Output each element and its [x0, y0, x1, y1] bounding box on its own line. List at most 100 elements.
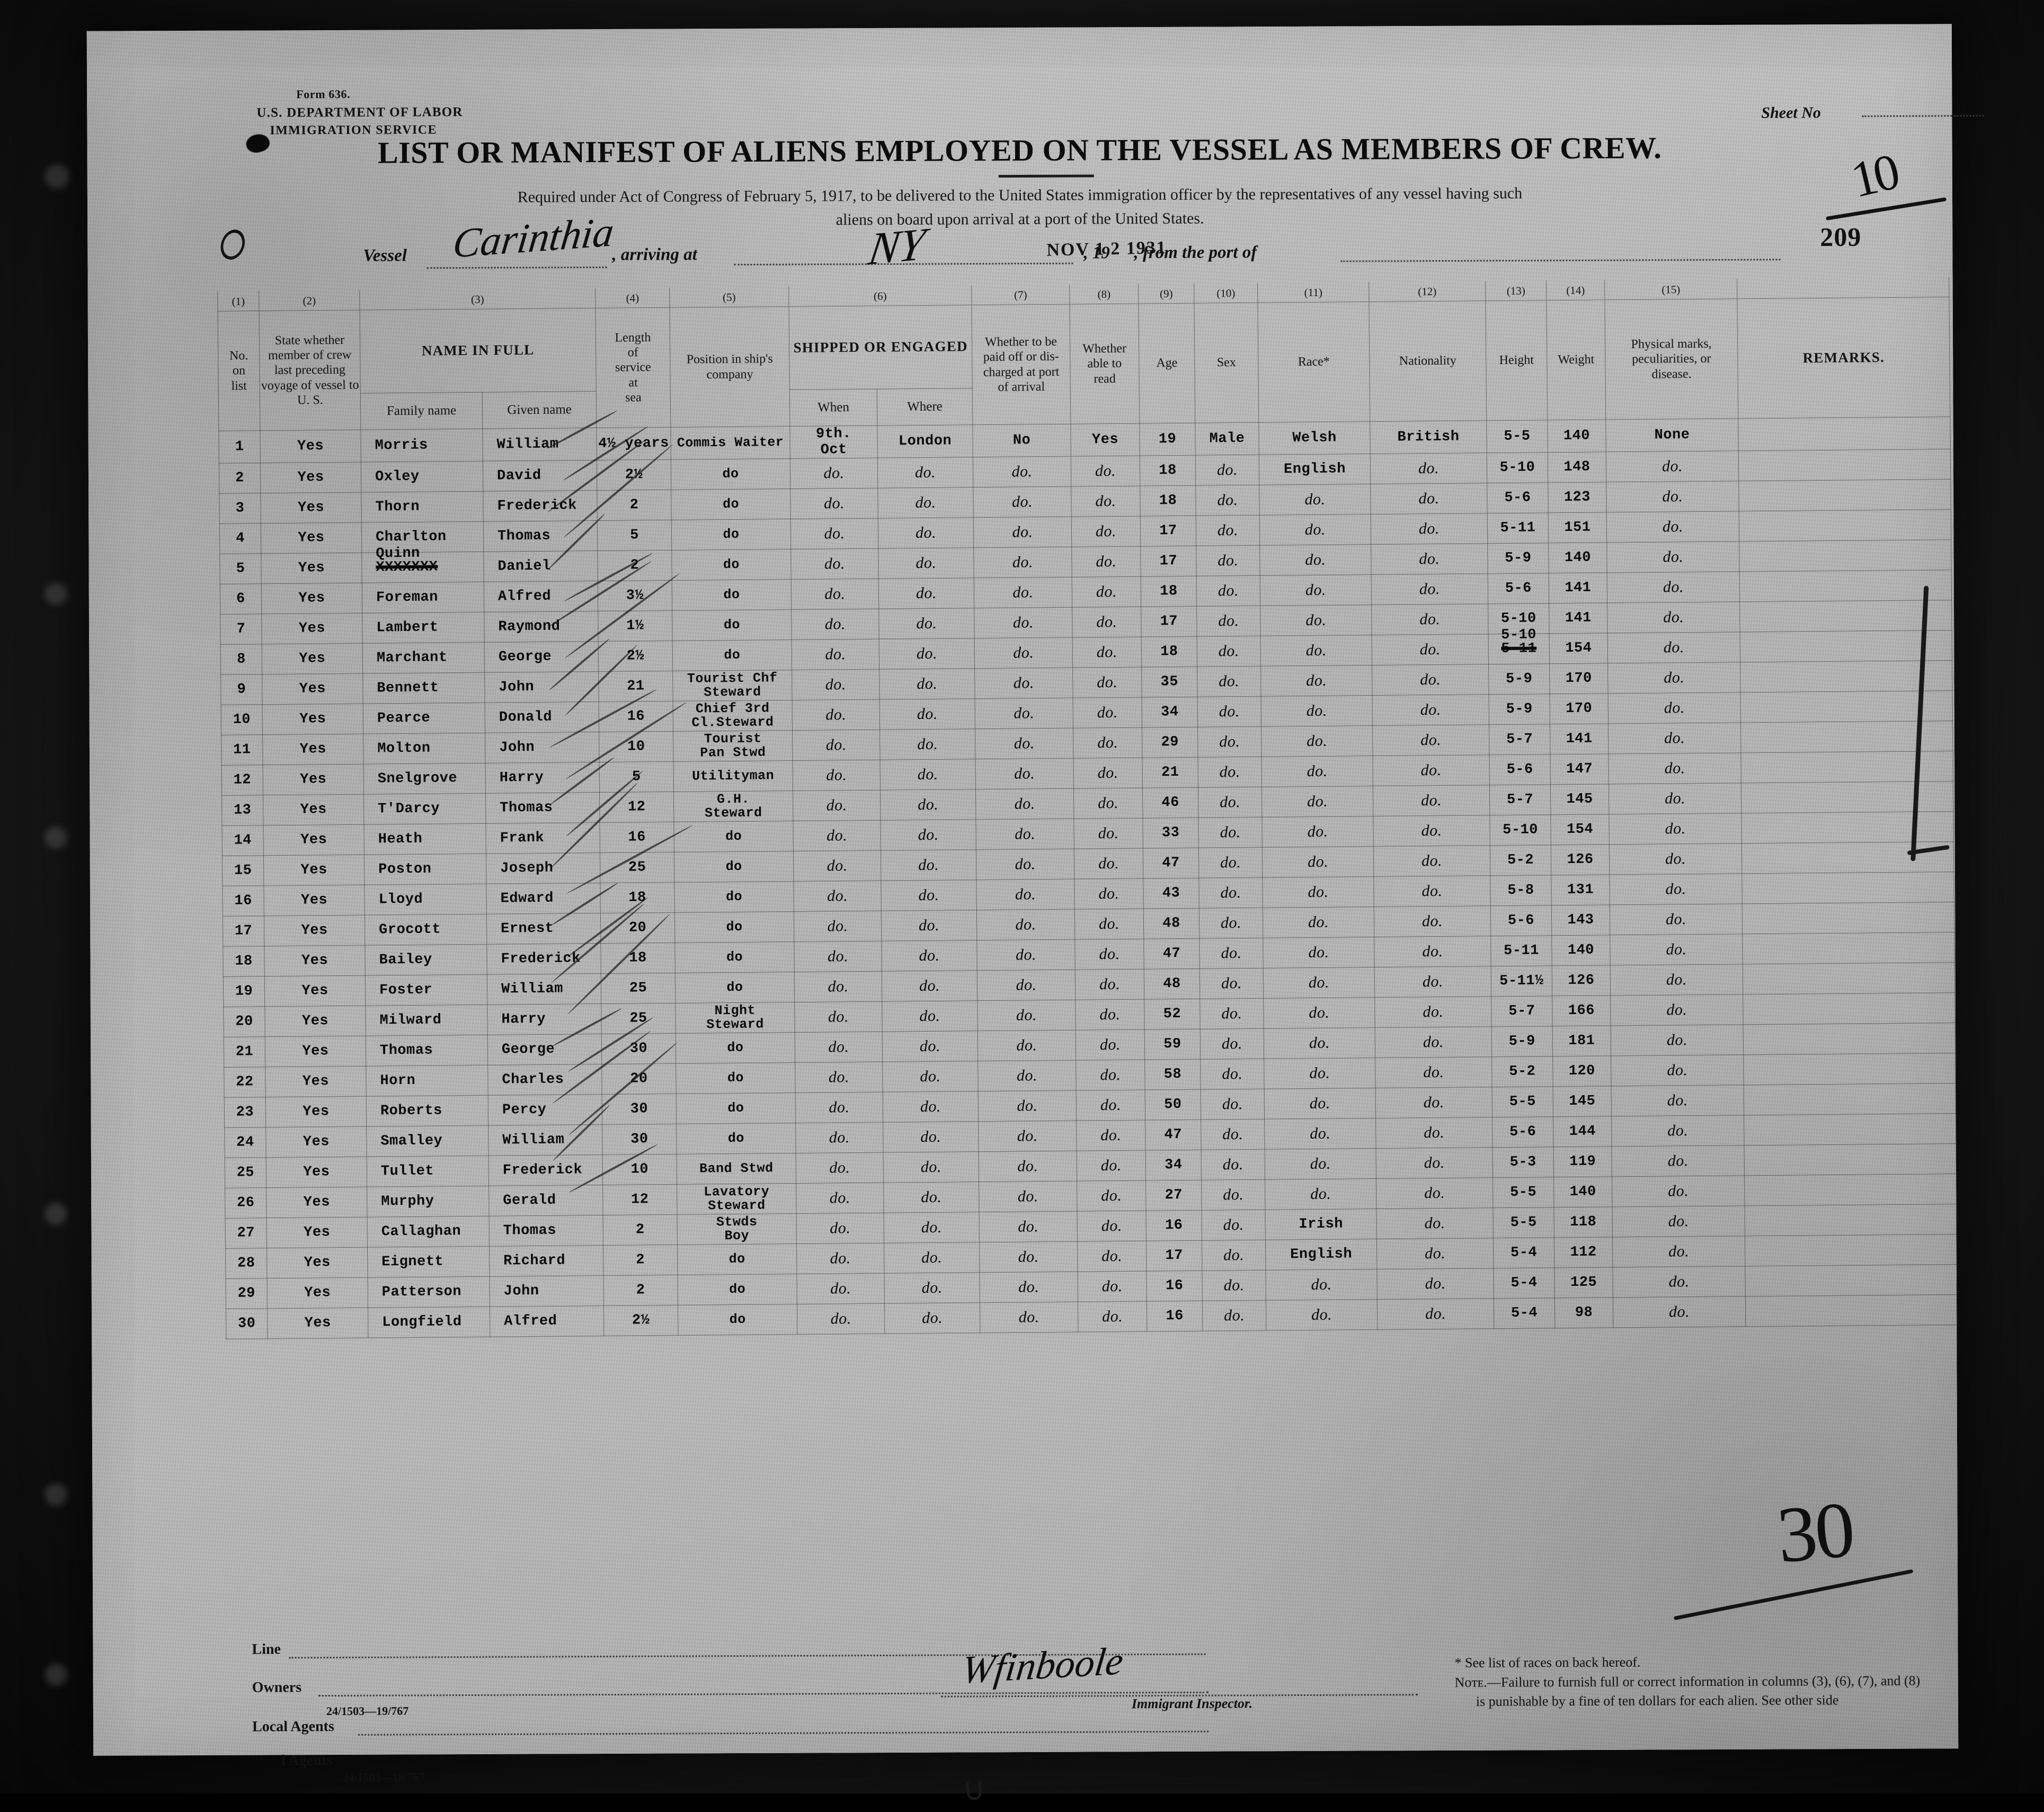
cell-remarks: [1743, 1023, 1956, 1055]
cell-position: do: [671, 458, 790, 490]
header-nationality: Nationality: [1368, 300, 1487, 422]
cell-position: do: [676, 1032, 795, 1064]
cell-nationality: do.: [1373, 785, 1490, 816]
cell-crew-last-voyage: Yes: [260, 492, 362, 523]
cell-paid-off: do.: [975, 698, 1073, 729]
cell-nationality: do.: [1373, 875, 1491, 907]
cell-race: Welsh: [1258, 421, 1371, 455]
cell-given-name: George: [484, 641, 599, 673]
col-number-7: (7): [971, 284, 1070, 305]
cell-nationality: do.: [1376, 1147, 1493, 1179]
cell-given-name: Donald: [485, 701, 599, 733]
cell-paid-off: do.: [974, 637, 1073, 669]
cell-able-to-read: do.: [1076, 1029, 1145, 1061]
cell-able-to-read: do.: [1076, 1060, 1145, 1091]
cell-position: do: [671, 519, 791, 550]
cell-shipped-when: do.: [790, 458, 878, 489]
cell-shipped-when: do.: [795, 1032, 883, 1063]
cell-shipped-when: do.: [791, 579, 879, 610]
cell-height: 5-9: [1489, 694, 1550, 725]
cell-nationality: do.: [1374, 936, 1491, 967]
cell-crew-last-voyage: Yes: [264, 915, 365, 946]
cell-shipped-where: do.: [882, 1061, 979, 1092]
cell-crew-last-voyage: Yes: [262, 704, 363, 735]
cell-race: do.: [1261, 725, 1373, 757]
cell-remarks: [1743, 1053, 1956, 1085]
cell-sex: do.: [1198, 847, 1263, 878]
cell-nationality: do.: [1372, 754, 1490, 786]
cell-family-name: Bailey: [365, 944, 487, 976]
cell-length-of-service: 2: [603, 1275, 678, 1306]
cell-family-name: Quinn XXXXXXX: [361, 546, 484, 583]
cell-height: 5-7: [1491, 996, 1553, 1027]
cell-physical-marks: do.: [1613, 1296, 1746, 1328]
cell-paid-off: do.: [973, 486, 1072, 518]
row-number: 8: [220, 644, 262, 675]
cell-given-name: Frederick: [486, 943, 601, 975]
cell-race: do.: [1260, 665, 1373, 697]
cell-length-of-service: 2: [603, 1245, 678, 1276]
cell-given-name: John: [485, 732, 600, 763]
cell-age: 34: [1145, 1150, 1202, 1181]
manifest-document: Form 636. U.S. DEPARTMENT OF LABOR IMMIG…: [86, 24, 1984, 1808]
cell-weight: 112: [1554, 1237, 1613, 1268]
cell-position: do: [676, 1092, 796, 1124]
cell-crew-last-voyage: Yes: [260, 462, 361, 493]
col-number-14: (14): [1546, 280, 1605, 300]
cell-physical-marks: do.: [1610, 994, 1744, 1026]
printer-code-duplicate: 24/1503—19/767: [342, 1770, 425, 1784]
cell-given-name: Raymond: [484, 611, 599, 643]
scan-smudge: [45, 827, 67, 849]
cell-physical-marks: do.: [1611, 1024, 1744, 1056]
cell-shipped-when: 9th. Oct: [789, 425, 878, 459]
cell-given-name: William: [482, 428, 597, 461]
cell-length-of-service: 12: [602, 1184, 678, 1215]
row-number: 23: [224, 1097, 266, 1128]
cell-remarks: [1738, 449, 1951, 481]
cell-physical-marks: do.: [1609, 873, 1743, 905]
cell-shipped-when: do.: [797, 1303, 885, 1335]
cell-height: 5-2: [1491, 1056, 1553, 1087]
cell-given-name: Richard: [489, 1245, 603, 1277]
cell-height: 5-3: [1492, 1147, 1554, 1178]
cell-nationality: do.: [1372, 724, 1489, 756]
cell-nationality: do.: [1370, 452, 1487, 484]
cell-height: 5-5: [1486, 420, 1548, 453]
cell-remarks: [1742, 932, 1955, 964]
cell-race: do.: [1264, 1088, 1376, 1120]
cell-position: do: [677, 1243, 797, 1275]
cell-shipped-where: do.: [880, 759, 976, 790]
cell-given-name: John: [484, 671, 599, 703]
cell-able-to-read: do.: [1078, 1301, 1147, 1333]
row-number: 20: [223, 1006, 265, 1037]
cell-physical-marks: do.: [1611, 1115, 1745, 1147]
cell-paid-off: do.: [976, 909, 1075, 940]
cell-shipped-when: do.: [796, 1273, 885, 1304]
cell-able-to-read: Yes: [1070, 423, 1140, 457]
cell-paid-off: do.: [975, 728, 1073, 759]
cell-sex: do.: [1197, 726, 1261, 758]
cell-remarks: [1741, 811, 1954, 843]
cell-nationality: do.: [1374, 905, 1491, 937]
cell-nationality: do.: [1377, 1298, 1494, 1330]
cell-length-of-service: 30: [601, 1033, 676, 1064]
cell-paid-off: do.: [976, 849, 1074, 880]
row-number: 2: [219, 463, 261, 494]
cell-given-name: John: [489, 1275, 604, 1307]
cell-paid-off: do.: [977, 970, 1076, 1001]
cell-given-name: Frederick: [488, 1154, 603, 1186]
cell-shipped-when: do.: [794, 1001, 883, 1033]
inspector-signature: Wfinboole: [959, 1639, 1126, 1692]
cell-shipped-when: do.: [793, 881, 882, 912]
penalty-note-line-2: is punishable by a fine of ten dollars f…: [1476, 1692, 1839, 1709]
cell-family-name: Grocott: [365, 914, 487, 946]
cell-paid-off: do.: [974, 607, 1073, 638]
cell-age: 17: [1146, 1240, 1202, 1272]
cell-position: do: [676, 1062, 796, 1094]
line-label: Line: [252, 1641, 281, 1658]
cell-physical-marks: do.: [1607, 662, 1741, 694]
cell-shipped-when: do.: [794, 971, 882, 1002]
cell-height: 5-6: [1492, 1116, 1554, 1148]
cell-shipped-where: do.: [878, 608, 975, 639]
cell-given-name: Thomas: [485, 792, 600, 824]
